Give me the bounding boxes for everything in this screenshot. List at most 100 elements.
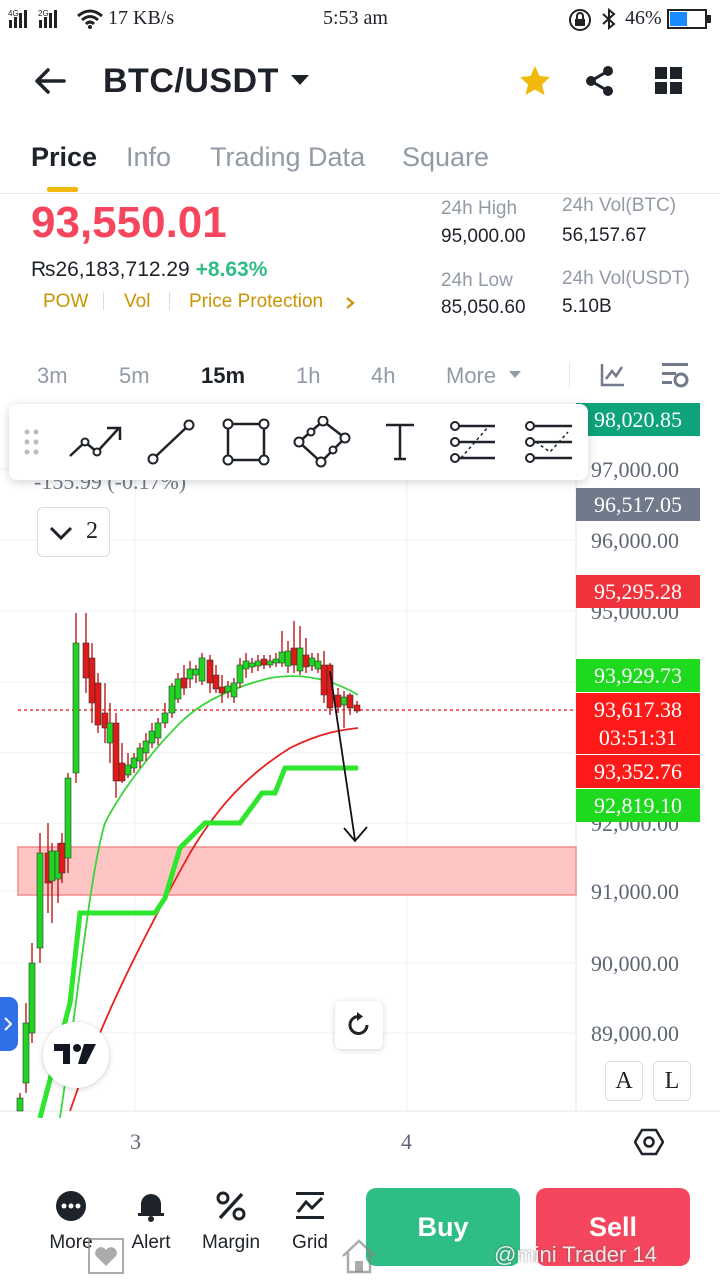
candle-body <box>272 658 280 664</box>
price-tag: 93,352.76 <box>576 755 700 788</box>
candle-body <box>161 712 169 724</box>
indicator-chart-icon[interactable] <box>600 362 626 388</box>
timeframe-5m[interactable]: 5m <box>119 363 150 388</box>
candle-body <box>130 757 138 769</box>
candle-body <box>82 642 90 679</box>
chevron-right-icon[interactable] <box>344 296 356 310</box>
timeframe-more[interactable]: More <box>446 363 497 388</box>
back-arrow-icon[interactable] <box>32 66 68 96</box>
candle-body <box>88 657 96 704</box>
nav-alert[interactable]: Alert <box>116 1190 186 1254</box>
svg-text:4G: 4G <box>8 9 19 18</box>
share-icon[interactable] <box>583 64 617 98</box>
candle-body <box>112 722 120 782</box>
fibonacci-extension-tool-icon[interactable] <box>524 418 576 466</box>
tab-square[interactable]: Square <box>402 142 490 172</box>
y-axis-label: 91,000.00 <box>591 879 679 904</box>
candle-body <box>248 662 256 668</box>
timeframe-3m[interactable]: 3m <box>37 363 68 388</box>
ma-slow-line <box>69 727 359 1112</box>
candle-body <box>212 674 220 690</box>
chevron-right-icon <box>4 1017 13 1031</box>
status-bar: 4G 2G 17 KB/s 5:53 am 46% <box>0 0 720 40</box>
candle-body <box>148 730 156 744</box>
y-axis-label: 96,000.00 <box>591 528 679 553</box>
candle-body <box>28 962 36 1034</box>
refresh-icon <box>348 1012 369 1035</box>
projection-arrow-head <box>343 826 368 843</box>
price-change: +8.63% <box>195 258 268 281</box>
rectangle-tool-icon[interactable] <box>221 418 271 466</box>
header: BTC/USDT <box>0 40 720 126</box>
price-chart[interactable]: 97,000.00 96,000.00 95,000.00 92,000.00 … <box>0 403 720 1156</box>
candle-body <box>36 852 44 949</box>
candle-body <box>16 1097 24 1112</box>
side-panel-handle[interactable] <box>0 997 18 1051</box>
y-axis-label: 97,000.00 <box>591 457 679 482</box>
nav-grid[interactable]: Grid <box>275 1190 345 1254</box>
candle-body <box>284 650 292 667</box>
battery-icon <box>667 9 711 29</box>
timeframe-4h[interactable]: 4h <box>371 363 396 388</box>
drag-handle-icon[interactable] <box>23 428 41 456</box>
candle-body <box>230 682 238 698</box>
sell-button[interactable]: Sell <box>536 1188 690 1266</box>
indicator-separator <box>169 292 170 310</box>
star-icon[interactable] <box>518 64 552 98</box>
candle-body <box>236 664 244 684</box>
indicator-vol[interactable]: Vol <box>124 291 151 312</box>
tab-trading-data[interactable]: Trading Data <box>210 142 366 172</box>
pair-title[interactable]: BTC/USDT <box>103 62 279 100</box>
candle-body <box>94 682 102 726</box>
nav-margin[interactable]: Margin <box>196 1190 266 1254</box>
price-tag: 95,295.28 <box>576 575 700 608</box>
chart-settings-hex-icon[interactable] <box>634 1127 664 1157</box>
x-axis-label: 4 <box>401 1129 412 1154</box>
tradingview-icon <box>54 1044 96 1064</box>
candlestick-chart[interactable] <box>0 403 720 1118</box>
candle-body <box>64 777 72 859</box>
candle-body <box>192 668 200 676</box>
chevron-down-icon[interactable] <box>508 370 522 380</box>
indicator-price-protection[interactable]: Price Protection <box>189 291 324 312</box>
trend-path-tool-icon[interactable] <box>67 420 125 464</box>
chevron-down-icon[interactable] <box>289 73 311 87</box>
candle-body <box>346 694 354 709</box>
more-dots-icon <box>56 1191 86 1221</box>
candle-body <box>224 685 232 693</box>
signal-icon: 4G 2G <box>8 9 57 28</box>
stat-24h-low-value: 85,050.60 <box>441 297 526 318</box>
buy-button[interactable]: Buy <box>366 1188 520 1266</box>
tab-price[interactable]: Price <box>31 142 98 172</box>
candle-body <box>296 647 304 672</box>
stat-24h-high-value: 95,000.00 <box>441 226 526 247</box>
reset-chart-button[interactable] <box>335 1001 383 1049</box>
indicator-count: 2 <box>86 518 98 544</box>
candle-body <box>302 654 310 668</box>
candle-body <box>136 747 144 762</box>
timeframe-15m[interactable]: 15m <box>201 363 246 388</box>
fibonacci-tool-icon[interactable] <box>449 418 499 466</box>
indicator-pow[interactable]: POW <box>43 291 89 312</box>
tab-info[interactable]: Info <box>126 142 172 172</box>
auto-scale-button[interactable]: A <box>605 1061 643 1101</box>
candle-body <box>340 696 348 706</box>
stat-24h-vol-btc-label: 24h Vol(BTC) <box>562 195 677 216</box>
log-scale-button[interactable]: L <box>653 1061 691 1101</box>
candle-body <box>118 762 126 782</box>
projection-arrow-line <box>329 670 356 841</box>
bluetooth-icon <box>602 7 616 31</box>
nav-more[interactable]: More <box>36 1190 106 1254</box>
chart-settings-icon[interactable] <box>660 361 690 389</box>
wifi-icon <box>77 9 103 29</box>
grid-icon[interactable] <box>655 67 683 95</box>
parallel-channel-tool-icon[interactable] <box>293 416 351 468</box>
candle-body <box>72 642 80 774</box>
text-tool-icon[interactable] <box>383 422 417 462</box>
line-tool-icon[interactable] <box>146 418 196 466</box>
collapse-indicators-button[interactable]: 2 <box>37 507 110 557</box>
candle-body <box>218 686 226 694</box>
timeframe-1h[interactable]: 1h <box>296 363 321 388</box>
candle-body <box>320 664 328 696</box>
fiat-value: ₨26,183,712.29 <box>31 258 190 281</box>
